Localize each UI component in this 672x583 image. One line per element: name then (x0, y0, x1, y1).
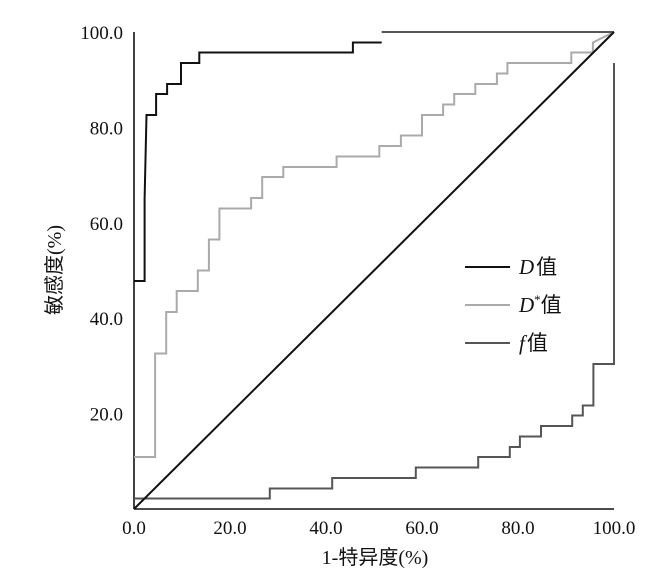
legend: D值 D*值 f值 (465, 255, 562, 355)
series-D-line (134, 41, 382, 282)
x-tick-label: 40.0 (309, 518, 342, 539)
legend-label: D值 (518, 255, 557, 279)
x-tick-label: 0.0 (122, 518, 146, 539)
series-f-line (134, 63, 615, 500)
series-line-4 (133, 31, 615, 510)
x-tick-label: 80.0 (501, 518, 534, 539)
y-tick-label: 60.0 (90, 214, 123, 235)
y-tick-label: 20.0 (90, 405, 123, 426)
legend-label: D*值 (518, 292, 562, 317)
x-tick-label: 100.0 (593, 518, 636, 539)
y-tick-label: 100.0 (80, 23, 123, 44)
x-axis-title: 1-特异度(%) (322, 546, 429, 569)
y-tick-label: 80.0 (90, 118, 123, 139)
x-tick-label: 60.0 (405, 518, 438, 539)
legend-label: f值 (519, 331, 548, 355)
y-tick-label: 40.0 (90, 309, 123, 330)
series-D-star-line (134, 31, 615, 458)
series-lines (133, 31, 615, 510)
tick-labels: 0.0 20.0 40.0 60.0 80.0 100.0 20.0 40.0 60.0 80.0… (80, 23, 635, 539)
axes (133, 32, 614, 510)
x-tick-label: 20.0 (213, 518, 246, 539)
y-axis-title: 敏感度(%) (43, 225, 66, 315)
